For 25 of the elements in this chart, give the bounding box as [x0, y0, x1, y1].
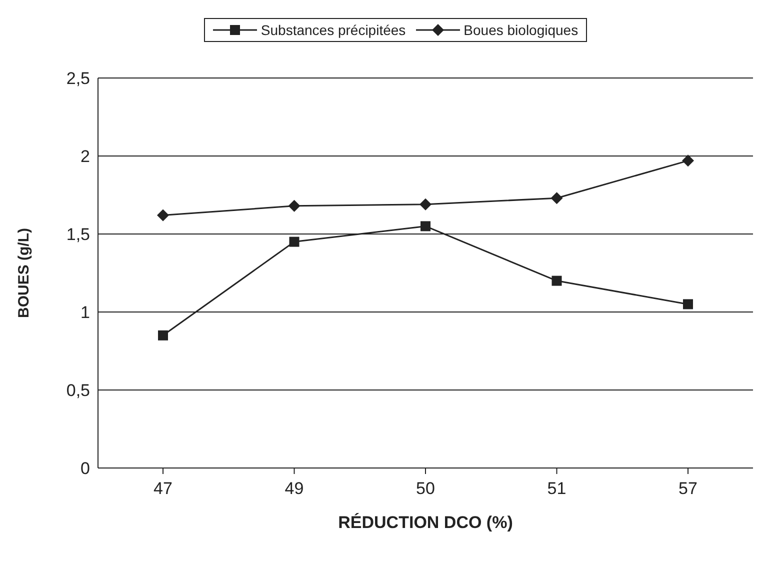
- y-tick-label: 1: [80, 303, 90, 322]
- point: [683, 299, 693, 310]
- point: [289, 236, 300, 247]
- x-axis-title: RÉDUCTION DCO (%): [338, 512, 513, 532]
- x-tick-label: 50: [416, 479, 435, 498]
- y-tick-label: 0,5: [66, 381, 90, 400]
- y-tick-label: 2,5: [66, 69, 90, 88]
- point: [420, 221, 430, 232]
- point: [682, 154, 694, 167]
- point: [288, 200, 300, 212]
- point: [550, 192, 563, 204]
- x-tick-label: 47: [154, 479, 172, 498]
- point: [158, 330, 168, 340]
- legend-label: Boues biologiques: [462, 22, 578, 38]
- y-tick-label: 1,5: [66, 225, 90, 244]
- y-axis-title: BOUES (g/L): [15, 228, 32, 318]
- y-tick-label: 2: [80, 147, 90, 166]
- x-tick-label: 57: [678, 479, 698, 498]
- legend-label: Substances précipitées: [260, 22, 406, 38]
- point: [420, 198, 432, 210]
- y-tick-label: 0: [80, 459, 90, 478]
- point: [157, 209, 169, 222]
- x-tick-label: 49: [284, 479, 304, 498]
- point: [552, 276, 562, 286]
- x-tick-label: 51: [547, 479, 566, 498]
